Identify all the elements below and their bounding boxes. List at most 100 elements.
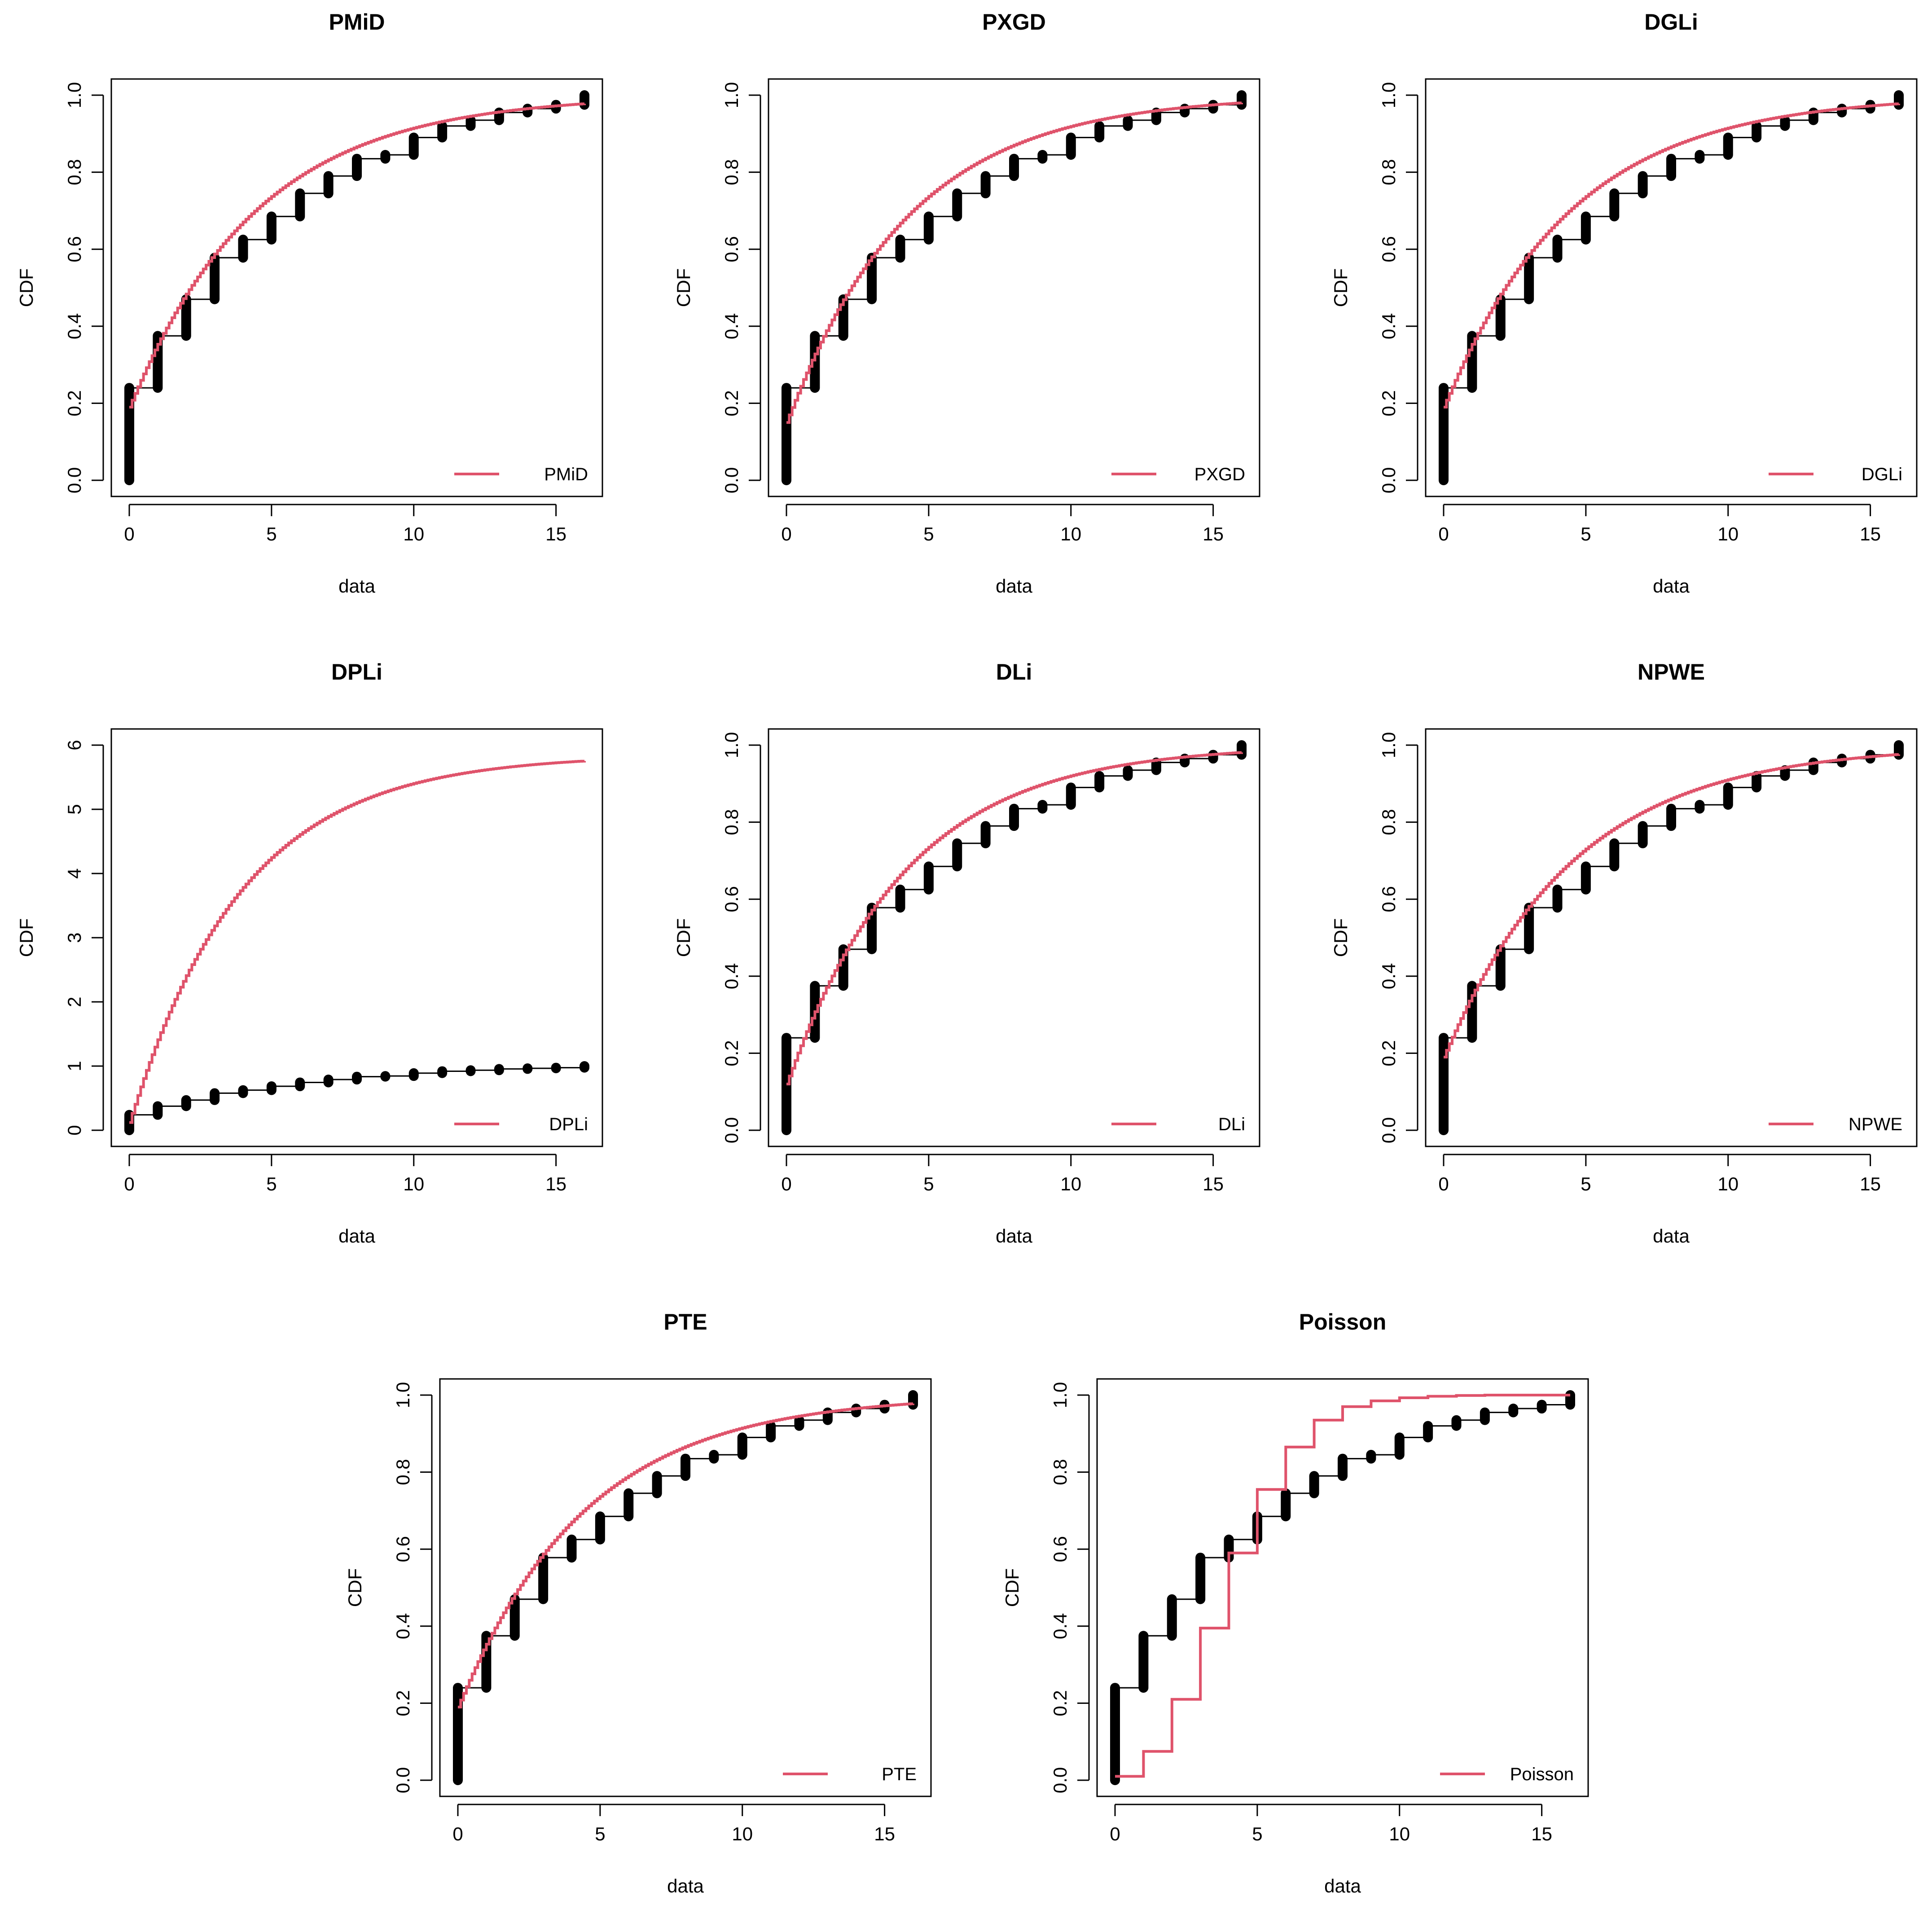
x-axis-label: data <box>1324 1875 1361 1896</box>
y-tick-label: 0.6 <box>1049 1536 1071 1562</box>
legend-label: Poisson <box>1510 1765 1574 1784</box>
panel-dli: DLi 0 5 10 15 0.0 0.2 0.4 0.6 0.8 1.0 data CDF DLi <box>673 659 1260 1247</box>
x-tick-label: 10 <box>1060 523 1081 544</box>
y-tick-label: 4 <box>64 868 85 878</box>
x-tick-label: 15 <box>545 1173 566 1194</box>
legend: PTE <box>783 1765 917 1784</box>
y-tick-label: 0.0 <box>1378 467 1399 493</box>
x-tick-label: 5 <box>1581 523 1591 544</box>
y-tick-label: 0.8 <box>1378 159 1399 185</box>
y-tick-label: 0.0 <box>1049 1767 1071 1793</box>
y-axis-label: CDF <box>1330 918 1351 957</box>
x-tick-label: 10 <box>732 1823 753 1844</box>
y-tick-label: 3 <box>64 932 85 943</box>
plot-frame <box>1096 1378 1589 1797</box>
legend-label: PXGD <box>1194 465 1245 484</box>
y-tick-label: 0.6 <box>64 236 85 262</box>
panel-npwe: NPWE 0 5 10 15 0.0 0.2 0.4 0.6 0.8 1.0 data CDF NPWE <box>1330 659 1918 1247</box>
fitted-cdf-line <box>1444 102 1900 408</box>
x-axis-label: data <box>667 1875 704 1896</box>
y-axis-label: CDF <box>673 918 694 957</box>
plot-frame <box>110 728 603 1147</box>
y-tick-label: 0.8 <box>721 809 742 835</box>
y-tick-label: 1.0 <box>721 732 742 758</box>
panel-dgli: DGLi 0 5 10 15 0.0 0.2 0.4 0.6 0.8 1.0 data CDF DGLi <box>1330 9 1918 597</box>
x-tick-label: 15 <box>1860 523 1881 544</box>
y-tick-label: 0.2 <box>64 390 85 416</box>
x-tick-label: 15 <box>874 1823 895 1844</box>
panel-title: DPLi <box>331 659 382 685</box>
y-axis-label: CDF <box>344 1568 365 1607</box>
x-tick-label: 0 <box>124 523 134 544</box>
fitted-cdf-line <box>129 102 586 408</box>
y-tick-label: 0.2 <box>1378 390 1399 416</box>
panel-title: PXGD <box>982 9 1046 35</box>
fitted-cdf-line <box>129 759 586 1124</box>
x-tick-label: 0 <box>124 1173 134 1194</box>
y-tick-label: 5 <box>64 804 85 814</box>
panel-title: Poisson <box>1299 1309 1386 1334</box>
fitted-cdf-line <box>786 751 1243 1085</box>
y-tick-label: 0.4 <box>64 313 85 339</box>
plot-frame <box>110 78 603 497</box>
y-tick-label: 1.0 <box>64 82 85 108</box>
x-tick-label: 5 <box>923 1173 934 1194</box>
plot-frame <box>768 728 1260 1147</box>
y-tick-label: 0.0 <box>1378 1117 1399 1143</box>
x-tick-label: 0 <box>1438 1173 1449 1194</box>
plot-frame <box>1425 728 1918 1147</box>
y-tick-label: 0.6 <box>392 1536 413 1562</box>
legend-label: PTE <box>882 1765 917 1784</box>
legend: PXGD <box>1111 465 1245 484</box>
y-tick-label: 0.2 <box>721 1040 742 1066</box>
y-tick-label: 0.2 <box>721 390 742 416</box>
x-tick-label: 10 <box>403 1173 424 1194</box>
legend: PMiD <box>454 465 588 484</box>
legend-label: DLi <box>1218 1115 1245 1134</box>
x-tick-label: 15 <box>545 523 566 544</box>
legend: DLi <box>1111 1115 1245 1134</box>
y-tick-label: 0.4 <box>721 313 742 339</box>
x-tick-label: 0 <box>452 1823 463 1844</box>
x-axis-label: data <box>338 1225 375 1247</box>
x-tick-label: 5 <box>266 1173 277 1194</box>
panel-title: DLi <box>996 659 1032 685</box>
x-tick-label: 0 <box>1438 523 1449 544</box>
x-tick-label: 10 <box>1717 523 1739 544</box>
y-tick-label: 0.0 <box>721 1117 742 1143</box>
y-tick-label: 0.4 <box>721 963 742 989</box>
y-tick-label: 0.8 <box>392 1459 413 1485</box>
y-tick-label: 0.6 <box>1378 236 1399 262</box>
y-tick-label: 0.2 <box>1049 1690 1071 1716</box>
y-tick-label: 2 <box>64 996 85 1007</box>
x-tick-label: 15 <box>1203 1173 1224 1194</box>
y-tick-label: 0.8 <box>1049 1459 1071 1485</box>
y-tick-label: 0.6 <box>721 886 742 912</box>
y-tick-label: 0.8 <box>64 159 85 185</box>
y-axis-label: CDF <box>1001 1568 1023 1607</box>
y-tick-label: 0 <box>64 1125 85 1135</box>
x-axis-label: data <box>1653 1225 1690 1247</box>
y-axis-label: CDF <box>16 918 37 957</box>
y-tick-label: 0.0 <box>721 467 742 493</box>
x-tick-label: 10 <box>1060 1173 1081 1194</box>
y-tick-label: 0.0 <box>64 467 85 493</box>
legend: DGLi <box>1769 465 1902 484</box>
y-tick-label: 0.4 <box>1378 313 1399 339</box>
y-tick-label: 0.2 <box>392 1690 413 1716</box>
x-tick-label: 5 <box>595 1823 605 1844</box>
x-axis-label: data <box>996 1225 1032 1247</box>
y-axis-label: CDF <box>16 268 37 307</box>
plot-frame <box>768 78 1260 497</box>
x-axis-label: data <box>996 575 1032 597</box>
y-tick-label: 0.4 <box>1049 1613 1071 1639</box>
x-tick-label: 0 <box>781 523 791 544</box>
y-tick-label: 1.0 <box>721 82 742 108</box>
legend-label: DGLi <box>1862 465 1902 484</box>
y-tick-label: 0.2 <box>1378 1040 1399 1066</box>
x-tick-label: 15 <box>1203 523 1224 544</box>
y-tick-label: 0.6 <box>721 236 742 262</box>
y-tick-label: 0.6 <box>1378 886 1399 912</box>
panel-title: PMiD <box>329 9 385 35</box>
